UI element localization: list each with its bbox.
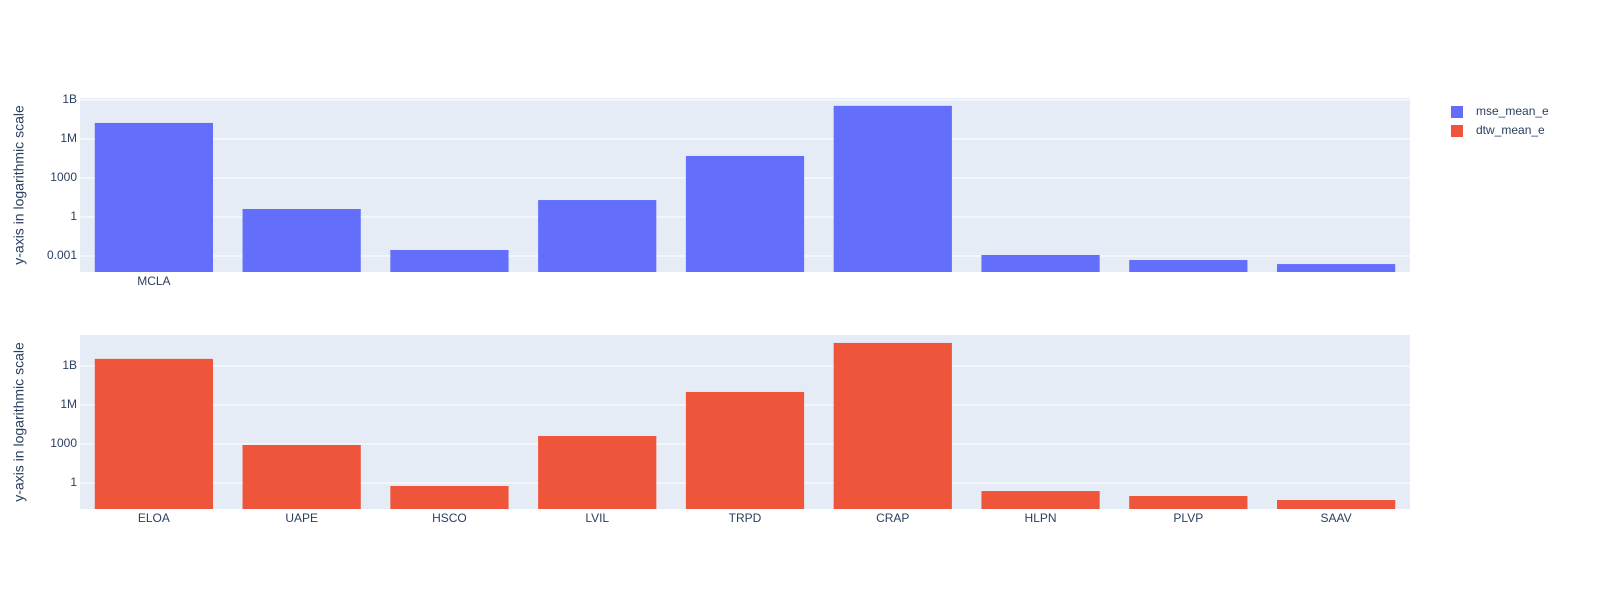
bar <box>538 200 657 272</box>
y-tick-label: 1B <box>62 358 77 372</box>
bar <box>94 122 213 272</box>
bar <box>538 436 657 509</box>
y-axis-title: y-axis in logarithmic scale <box>11 105 27 265</box>
legend-label: dtw_mean_e <box>1476 123 1545 137</box>
bar <box>390 249 509 272</box>
y-tick-label: 1B <box>62 92 77 106</box>
bar <box>833 342 952 509</box>
x-tick-label: HSCO <box>432 511 467 525</box>
bar <box>685 155 805 272</box>
bar <box>390 485 509 509</box>
x-tick-label: PLVP <box>1173 511 1203 525</box>
x-tick-label: TRPD <box>729 511 762 525</box>
bar <box>1277 264 1396 272</box>
bar <box>833 105 952 272</box>
legend-swatch <box>1451 125 1463 137</box>
y-tick-label: 1000 <box>50 170 77 184</box>
x-tick-label: ELOA <box>138 511 170 525</box>
bar <box>1277 500 1396 509</box>
bar <box>242 209 361 272</box>
legend-label: mse_mean_e <box>1476 104 1549 118</box>
bar <box>1129 495 1248 509</box>
x-tick-label: SAAV <box>1321 511 1352 525</box>
bar <box>94 358 213 509</box>
y-axis-title: y-axis in logarithmic scale <box>11 342 27 502</box>
legend-swatch <box>1451 106 1463 118</box>
y-tick-label: 1 <box>70 475 77 489</box>
bar <box>981 254 1100 272</box>
y-tick-label: 1M <box>60 397 77 411</box>
x-tick-label: MCLA <box>137 274 170 288</box>
bar <box>242 444 361 509</box>
x-tick-label: CRAP <box>876 511 909 525</box>
x-tick-label: HLPN <box>1025 511 1057 525</box>
x-tick-label: UAPE <box>285 511 318 525</box>
y-tick-label: 1 <box>70 209 77 223</box>
y-tick-label: 1M <box>60 131 77 145</box>
y-tick-label: 0.001 <box>47 248 77 262</box>
x-tick-label: LVIL <box>585 511 609 525</box>
bar <box>685 391 805 509</box>
y-tick-label: 1000 <box>50 436 77 450</box>
bar <box>1129 260 1248 272</box>
bar <box>981 491 1100 509</box>
